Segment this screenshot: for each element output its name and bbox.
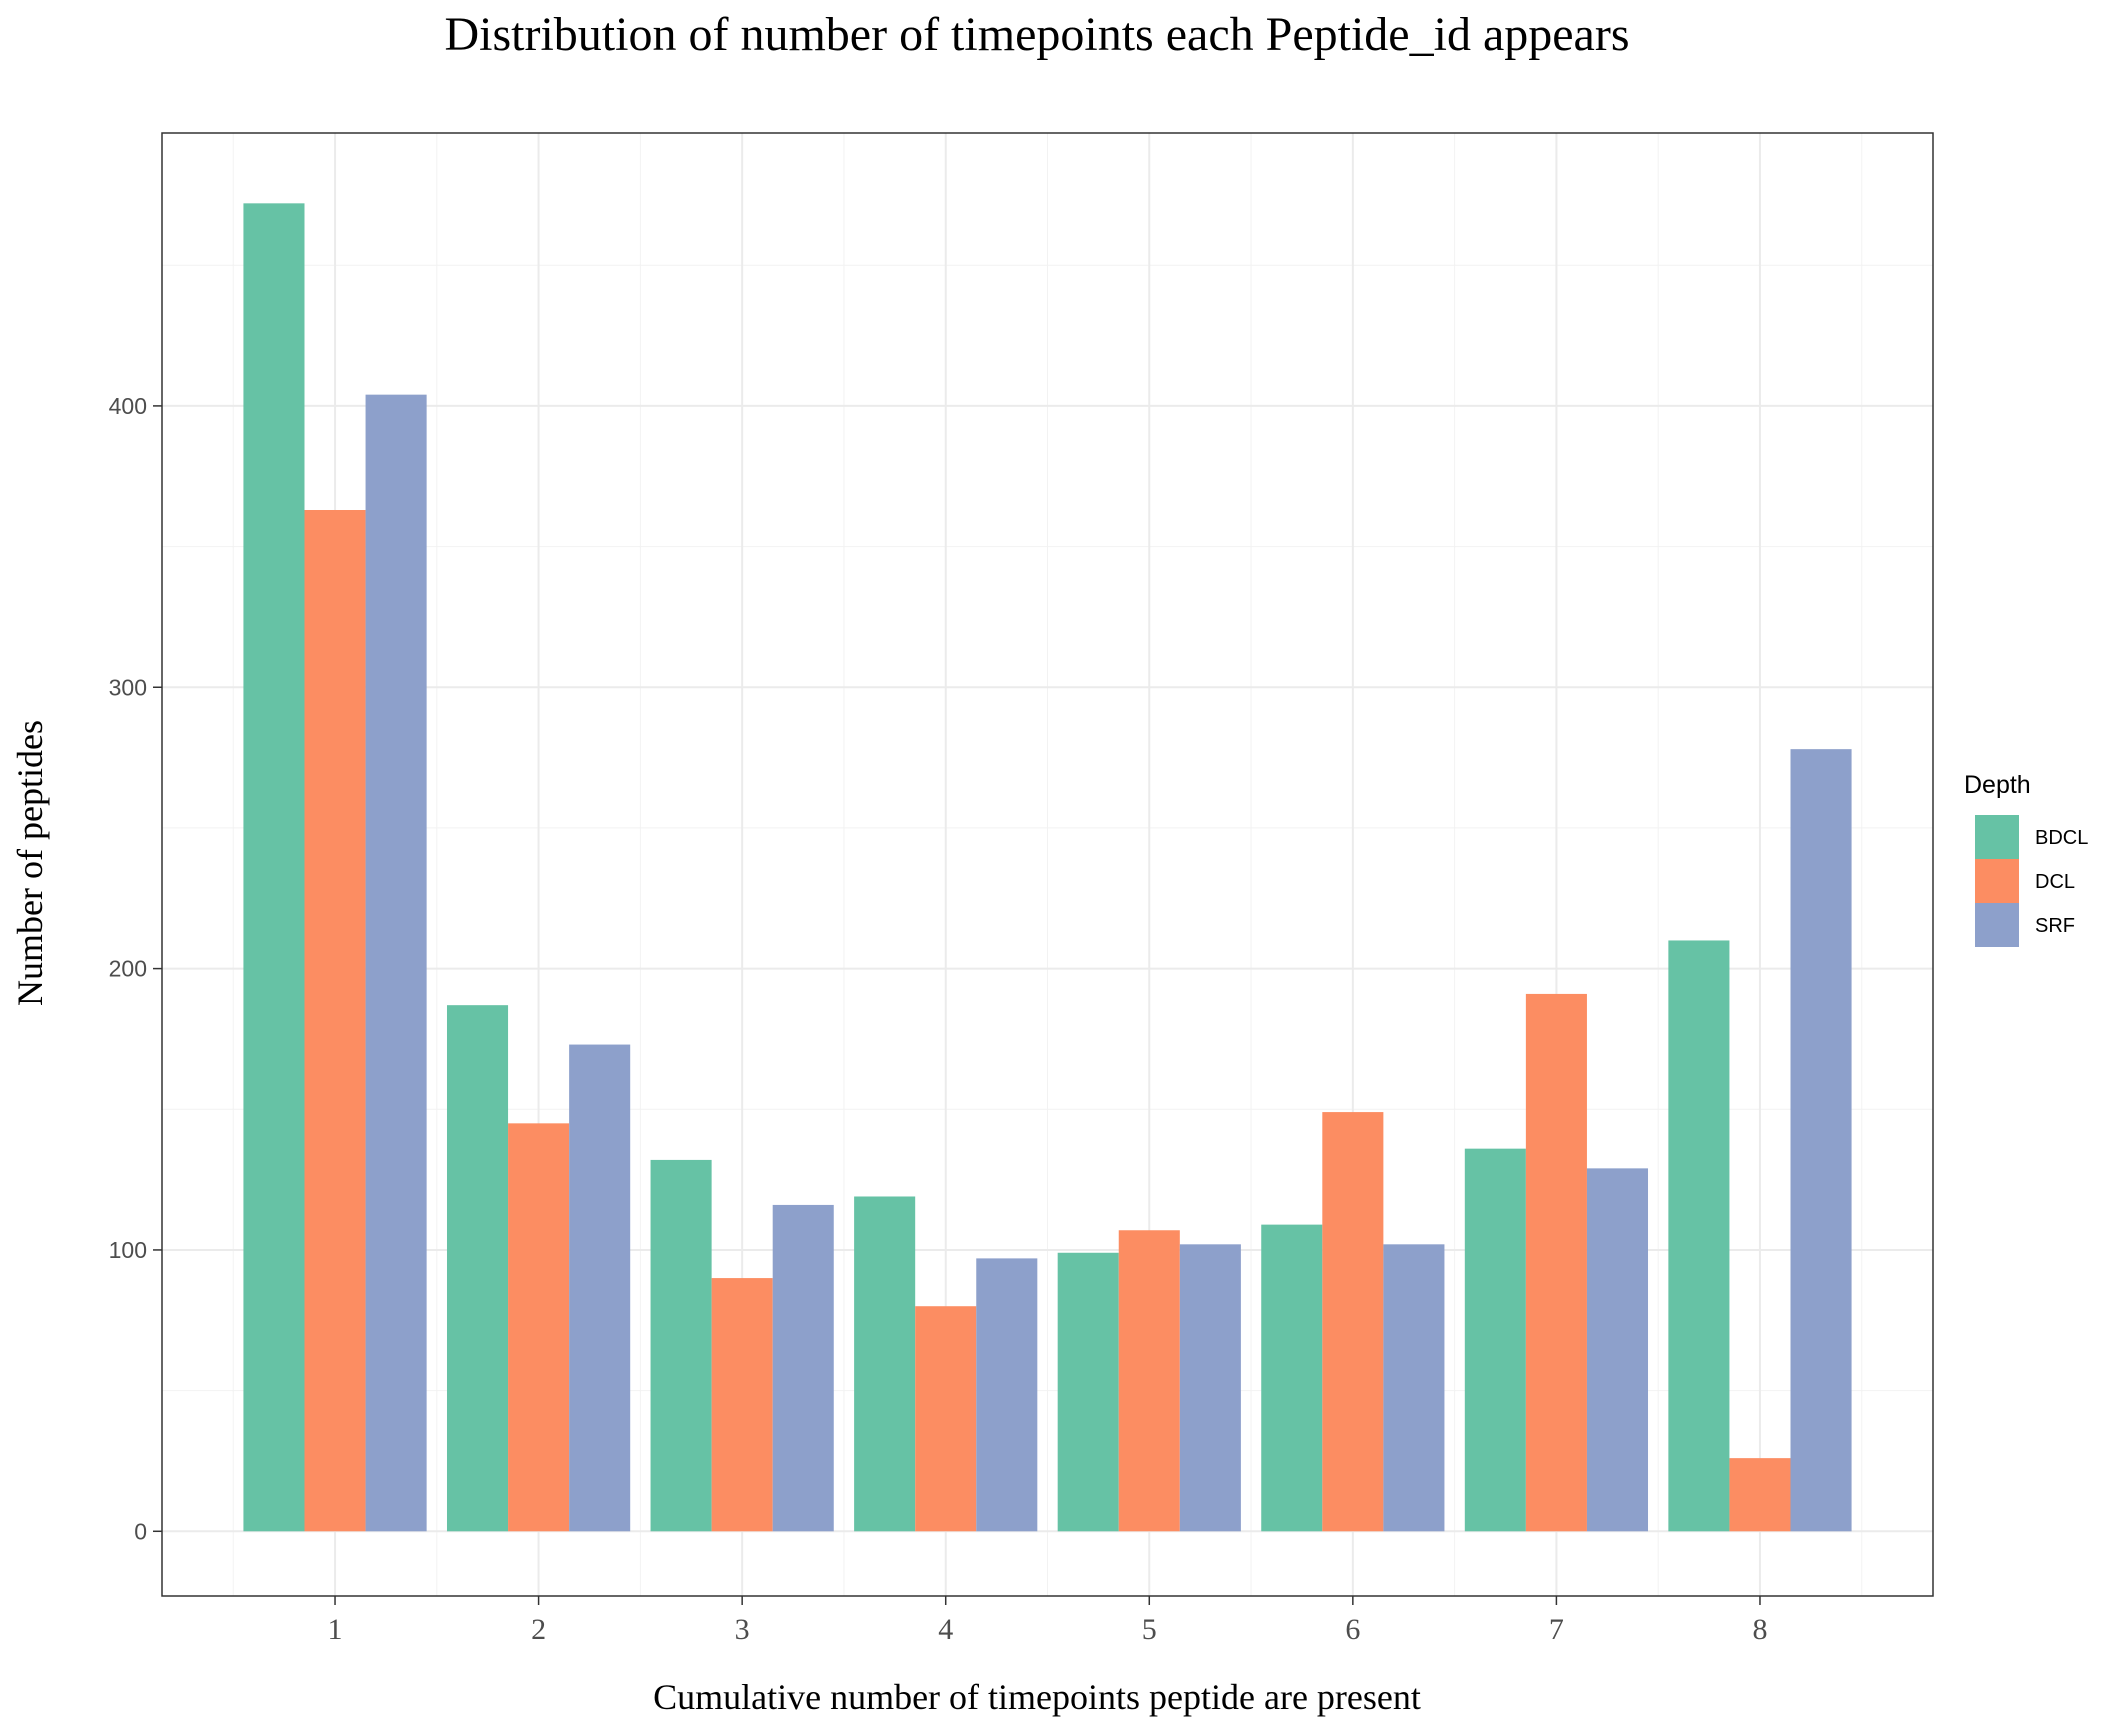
x-tick-label: 4 [938,1613,953,1646]
bar-dcl-4 [915,1306,977,1532]
bar-dcl-7 [1525,993,1587,1532]
bars [243,203,1852,1532]
bar-dcl-8 [1729,1458,1791,1532]
legend-label-dcl: DCL [2035,871,2075,893]
x-tick-label: 3 [735,1613,750,1646]
bar-bdcl-5 [1057,1252,1119,1532]
x-tick-label: 6 [1345,1613,1360,1646]
x-tick-label: 2 [531,1613,546,1646]
legend-title: Depth [1964,771,2031,799]
x-tick-label: 7 [1549,1613,1564,1646]
bar-srf-4 [976,1258,1038,1532]
grid [162,133,1933,1596]
y-tick-label: 300 [109,674,147,700]
x-axis: 1 2 3 4 5 6 7 8 [328,1596,1767,1646]
bar-srf-6 [1383,1244,1445,1532]
bar-bdcl-2 [446,1005,509,1532]
bar-bdcl-3 [650,1159,712,1532]
y-tick-label: 100 [109,1237,147,1263]
bar-dcl-1 [304,510,366,1532]
x-axis-title: Cumulative number of timepoints peptide … [653,1677,1421,1717]
bar-srf-1 [365,394,427,1532]
bar-srf-2 [569,1044,631,1532]
bar-bdcl-8 [1668,940,1730,1532]
bar-srf-3 [772,1204,834,1532]
bar-bdcl-6 [1261,1224,1323,1532]
bar-bdcl-7 [1464,1148,1526,1532]
y-tick-label: 0 [134,1518,147,1544]
legend: Depth BDCL DCL SRF [1964,771,2088,947]
bar-dcl-5 [1118,1230,1180,1532]
bar-dcl-3 [711,1278,773,1532]
plot-panel-border [161,132,1934,1597]
y-tick-label: 200 [109,956,147,982]
y-tick-label: 400 [109,393,147,419]
legend-label-bdcl: BDCL [2035,827,2088,849]
chart-title: Distribution of number of timepoints eac… [444,8,1629,61]
bar-dcl-6 [1322,1112,1384,1532]
bar-dcl-2 [508,1123,570,1532]
legend-key-bdcl [1975,815,2019,859]
bar-srf-7 [1586,1168,1649,1532]
legend-label-srf: SRF [2035,915,2075,937]
x-tick-label: 5 [1142,1613,1157,1646]
y-axis-title: Number of peptides [10,720,50,1006]
bar-bdcl-1 [243,203,305,1532]
y-axis: 0 100 200 300 400 [109,393,162,1544]
bar-srf-5 [1179,1244,1241,1532]
x-tick-label: 1 [328,1613,343,1646]
legend-key-dcl [1975,859,2019,903]
bar-srf-8 [1790,749,1852,1532]
x-tick-label: 8 [1752,1613,1767,1646]
legend-key-srf [1975,903,2019,947]
bar-bdcl-4 [854,1196,916,1532]
